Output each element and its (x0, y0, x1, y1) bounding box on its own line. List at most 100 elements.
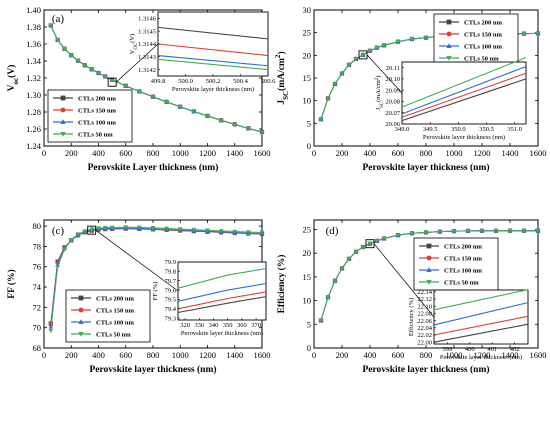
legend-marker (446, 19, 452, 25)
inset-y-tick-label: 20.06 (385, 121, 400, 128)
data-point (246, 230, 251, 235)
zoom-connector (115, 43, 159, 83)
data-point (109, 78, 115, 83)
inset-x-tick-label: 500.6 (261, 78, 276, 85)
legend-marker (446, 43, 452, 49)
y-axis-title: Voc(V) (6, 65, 20, 92)
y-tick-label: 1.30 (26, 90, 41, 100)
inset-series-line (401, 72, 527, 118)
y-tick-label: 0 (307, 343, 311, 353)
data-point (109, 225, 115, 230)
data-point (150, 95, 156, 100)
label-part: Efficiency (%) (276, 255, 287, 314)
x-tick-label: 0 (312, 148, 316, 158)
chart-panel-c: 0 200 400 600 800 1000 1200 1400 1600 68 70 72 74 76 7… (6, 219, 271, 375)
y-tick-label: 30 (303, 5, 312, 15)
inset-panel: 320 330 340 350 360 370 79.3 79.4 79.5 79.6 79.7 79… (152, 259, 267, 337)
inset-x-tick-label: 499.8 (151, 78, 166, 85)
x-axis-title: Perovskite Layer thickness (nm) (88, 162, 219, 173)
legend-label: CTLs 50 nm (444, 280, 479, 287)
inset-panel: 349.0 349.5 350.0 350.5 351.0 20.06 20.07 20.08… (375, 56, 527, 141)
y-tick-label: 20 (303, 50, 312, 60)
inset-x-axis-title: Perovskite layer thickness (nm) (181, 330, 263, 337)
inset-series-line (401, 56, 527, 108)
inset-y-tick-label: 22.00 (417, 339, 432, 346)
data-point (164, 226, 169, 231)
y-tick-label: 1.38 (26, 22, 41, 32)
inset-series-line (157, 54, 269, 67)
x-tick-label: 800 (147, 350, 160, 360)
x-tick-label: 400 (364, 350, 377, 360)
data-point (205, 228, 210, 233)
y-tick-label: 80 (33, 221, 42, 231)
y-tick-label: 70 (33, 323, 42, 333)
x-tick-label: 800 (420, 350, 433, 360)
label-part: ) (276, 51, 287, 54)
data-point (96, 71, 101, 76)
data-point (191, 227, 197, 233)
inset-x-axis-title: Perovskite layer thickness (nm) (423, 134, 505, 141)
x-tick-label: 1600 (530, 148, 547, 158)
x-tick-label: 600 (119, 148, 132, 158)
y-tick-label: 68 (33, 343, 42, 353)
inset-series-line (433, 289, 529, 311)
chart-panel-a: 0 200 400 600 800 1000 1200 1400 1600 1.24 1.26 1.2… (6, 5, 276, 173)
inset-x-tick-label: 349.0 (395, 126, 410, 133)
legend-label: CTLs 100 nm (78, 120, 117, 127)
label-part: SC (282, 91, 290, 100)
y-tick-label: 25 (303, 224, 312, 234)
label-part: (V) (6, 65, 17, 78)
inset-series-line (177, 291, 267, 310)
data-point (177, 105, 183, 110)
x-tick-label: 600 (119, 350, 132, 360)
inset-y-axis-title: VOC(V) (129, 34, 139, 55)
inset-y-tick-label: 1.3143 (138, 54, 156, 61)
inset-x-tick-label: 351.0 (507, 126, 522, 133)
x-tick-label: 1200 (199, 350, 216, 360)
data-point (423, 230, 429, 235)
inset-y-tick-label: 22.04 (417, 325, 432, 332)
inset-y-tick-label: 1.3144 (138, 41, 157, 48)
x-tick-label: 1400 (502, 148, 519, 158)
legend-marker (78, 331, 84, 337)
label-part: (mA/cm (276, 58, 287, 91)
data-point (367, 241, 373, 246)
panel-tag: (c) (52, 225, 65, 237)
legend-marker (78, 295, 84, 301)
legend-label: CTLs 200 nm (78, 96, 117, 103)
x-tick-label: 0 (42, 148, 46, 158)
data-point (150, 226, 156, 231)
y-tick-label: 20 (303, 248, 312, 258)
x-tick-label: 1400 (226, 350, 243, 360)
data-point (437, 229, 443, 235)
inset-x-tick-label: 340 (209, 322, 219, 329)
data-point (332, 82, 338, 87)
zoom-connector (366, 54, 403, 94)
y-axis-title: FF (%) (6, 269, 17, 298)
legend-label: CTLs 150 nm (78, 108, 117, 115)
inset-y-tick-label: 79.6 (165, 287, 177, 294)
label-part: FF (%) (6, 269, 17, 298)
x-tick-label: 800 (147, 148, 160, 158)
x-tick-label: 1400 (502, 350, 519, 360)
x-tick-label: 400 (92, 350, 105, 360)
x-tick-label: 1000 (446, 148, 463, 158)
legend-label: CTLs 150 nm (96, 308, 135, 315)
label-part: 2 (375, 77, 380, 80)
data-point (103, 74, 108, 80)
legend-label: CTLs 50 nm (96, 332, 131, 339)
data-point (205, 114, 210, 119)
legend-marker (426, 243, 432, 249)
legend-marker (426, 279, 432, 285)
x-tick-label: 200 (336, 350, 349, 360)
data-point (346, 257, 352, 262)
y-tick-label: 1.40 (26, 5, 41, 15)
x-tick-label: 200 (65, 350, 78, 360)
inset-y-tick-label: 1.3145 (138, 28, 156, 35)
legend-label: CTLs 200 nm (444, 244, 483, 251)
inset-y-tick-label: 22.12 (417, 296, 432, 303)
legend: CTLs 200 nm CTLs 150 nm CTLs 100 nm CTLs 50… (433, 13, 519, 67)
inset-panel: 399 400 401 40222.0022.0222.0422.0622.0822.… (408, 289, 529, 361)
legend-label: CTLs 50 nm (78, 132, 113, 139)
x-tick-label: 400 (364, 148, 377, 158)
